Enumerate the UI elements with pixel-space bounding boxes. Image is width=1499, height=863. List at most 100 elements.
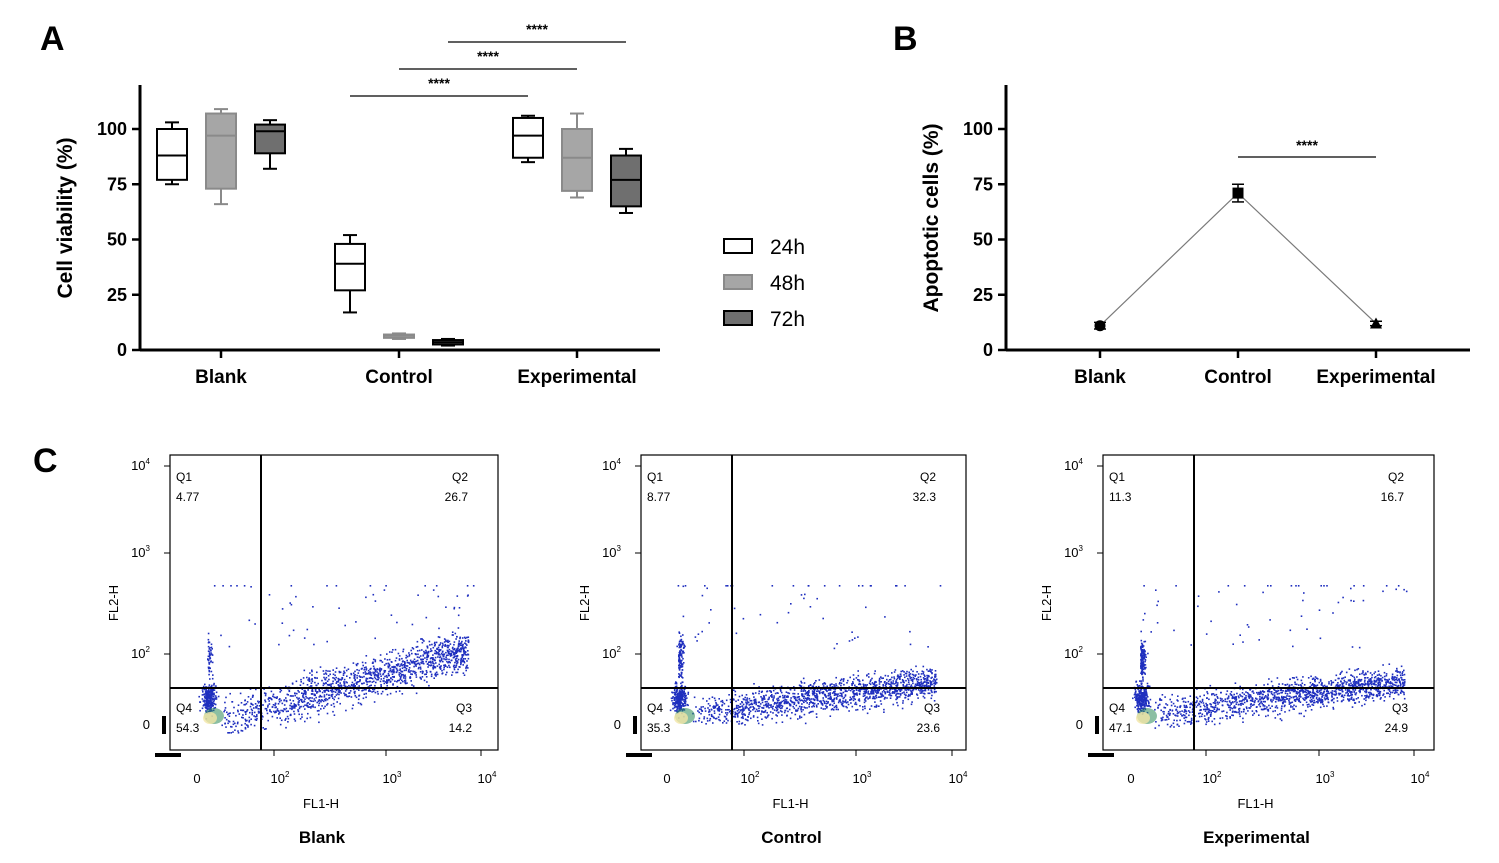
event-dot xyxy=(439,654,441,656)
event-dot xyxy=(381,661,384,663)
event-dot xyxy=(1154,708,1156,711)
event-dot xyxy=(906,683,908,686)
event-dot xyxy=(325,682,327,684)
event-dot xyxy=(923,693,926,695)
event-dot xyxy=(1213,706,1216,709)
event-dot xyxy=(306,684,309,686)
event-dot xyxy=(338,684,340,687)
event-dot xyxy=(904,585,906,587)
event-dot xyxy=(843,683,845,686)
event-dot xyxy=(228,720,231,723)
event-dot xyxy=(1218,722,1221,725)
event-dot xyxy=(332,677,334,679)
event-dot xyxy=(421,660,423,663)
event-dot xyxy=(802,700,804,702)
event-dot xyxy=(783,711,786,714)
event-dot xyxy=(422,639,424,641)
event-dot xyxy=(323,690,325,692)
event-dot xyxy=(857,699,860,701)
event-dot xyxy=(455,655,457,657)
event-dot xyxy=(1185,710,1188,713)
event-dot xyxy=(893,677,896,680)
event-dot xyxy=(761,706,763,709)
event-dot xyxy=(419,666,422,669)
event-dot xyxy=(330,686,333,688)
event-dot xyxy=(462,647,464,650)
event-dot xyxy=(873,696,875,698)
event-dot xyxy=(906,688,909,690)
event-dot xyxy=(729,710,732,712)
event-dot xyxy=(449,655,452,657)
event-dot xyxy=(891,676,893,679)
event-dot xyxy=(852,690,854,693)
event-dot xyxy=(1284,711,1286,713)
event-dot xyxy=(883,681,886,683)
event-dot xyxy=(858,688,861,691)
event-dot xyxy=(372,672,375,675)
event-dot xyxy=(455,664,457,667)
event-dot xyxy=(208,702,210,705)
event-dot xyxy=(453,664,455,667)
event-dot xyxy=(208,666,210,669)
event-dot xyxy=(761,701,764,704)
event-dot xyxy=(408,667,411,669)
event-dot xyxy=(434,649,436,652)
event-dot xyxy=(832,709,835,711)
event-dot xyxy=(367,672,370,674)
event-dot xyxy=(682,705,684,707)
event-dot xyxy=(870,690,873,692)
event-dot xyxy=(839,694,841,697)
event-dot xyxy=(362,664,364,667)
event-dot xyxy=(1312,690,1314,693)
event-dot xyxy=(426,651,428,654)
event-dot xyxy=(1377,684,1380,687)
event-dot xyxy=(1304,696,1306,699)
event-dot xyxy=(1318,699,1321,702)
event-dot xyxy=(721,704,723,707)
event-dot xyxy=(1313,692,1316,695)
event-dot xyxy=(1160,709,1162,712)
event-dot xyxy=(213,692,215,695)
x-tick-label: 0 xyxy=(193,771,200,786)
quadrant-name: Q3 xyxy=(924,701,940,715)
event-dot xyxy=(680,707,682,710)
event-dot xyxy=(236,585,238,587)
event-dot xyxy=(1343,679,1346,682)
event-dot xyxy=(786,695,788,698)
event-dot xyxy=(252,694,254,697)
event-dot xyxy=(392,649,394,651)
event-dot xyxy=(460,659,462,662)
event-dot xyxy=(810,698,812,700)
event-dot xyxy=(1188,710,1190,712)
event-dot xyxy=(319,666,322,668)
event-dot xyxy=(818,691,821,693)
event-dot xyxy=(302,696,304,699)
event-dot xyxy=(347,668,350,670)
event-dot xyxy=(403,661,406,663)
event-dot xyxy=(1294,689,1297,692)
x-tick-label: 104 xyxy=(949,770,968,786)
event-dot xyxy=(276,717,278,719)
event-dot xyxy=(1159,697,1161,700)
tick-exponent: 4 xyxy=(963,770,968,779)
event-dot xyxy=(901,692,904,694)
event-dot xyxy=(302,695,304,697)
event-dot xyxy=(247,696,250,698)
event-dot xyxy=(886,697,888,699)
event-dot xyxy=(1183,706,1186,708)
event-dot xyxy=(862,693,865,695)
event-dot xyxy=(797,693,799,695)
event-dot xyxy=(283,708,285,710)
event-dot xyxy=(898,688,901,691)
event-dot xyxy=(1327,690,1330,693)
event-dot xyxy=(797,701,800,704)
event-dot xyxy=(205,689,207,692)
event-dot xyxy=(398,672,401,674)
event-dot xyxy=(745,701,747,703)
event-dot xyxy=(243,585,246,587)
event-dot xyxy=(317,682,319,685)
event-dot xyxy=(765,704,767,706)
event-dot xyxy=(884,674,887,677)
event-dot xyxy=(799,717,801,719)
event-dot xyxy=(1368,683,1370,685)
